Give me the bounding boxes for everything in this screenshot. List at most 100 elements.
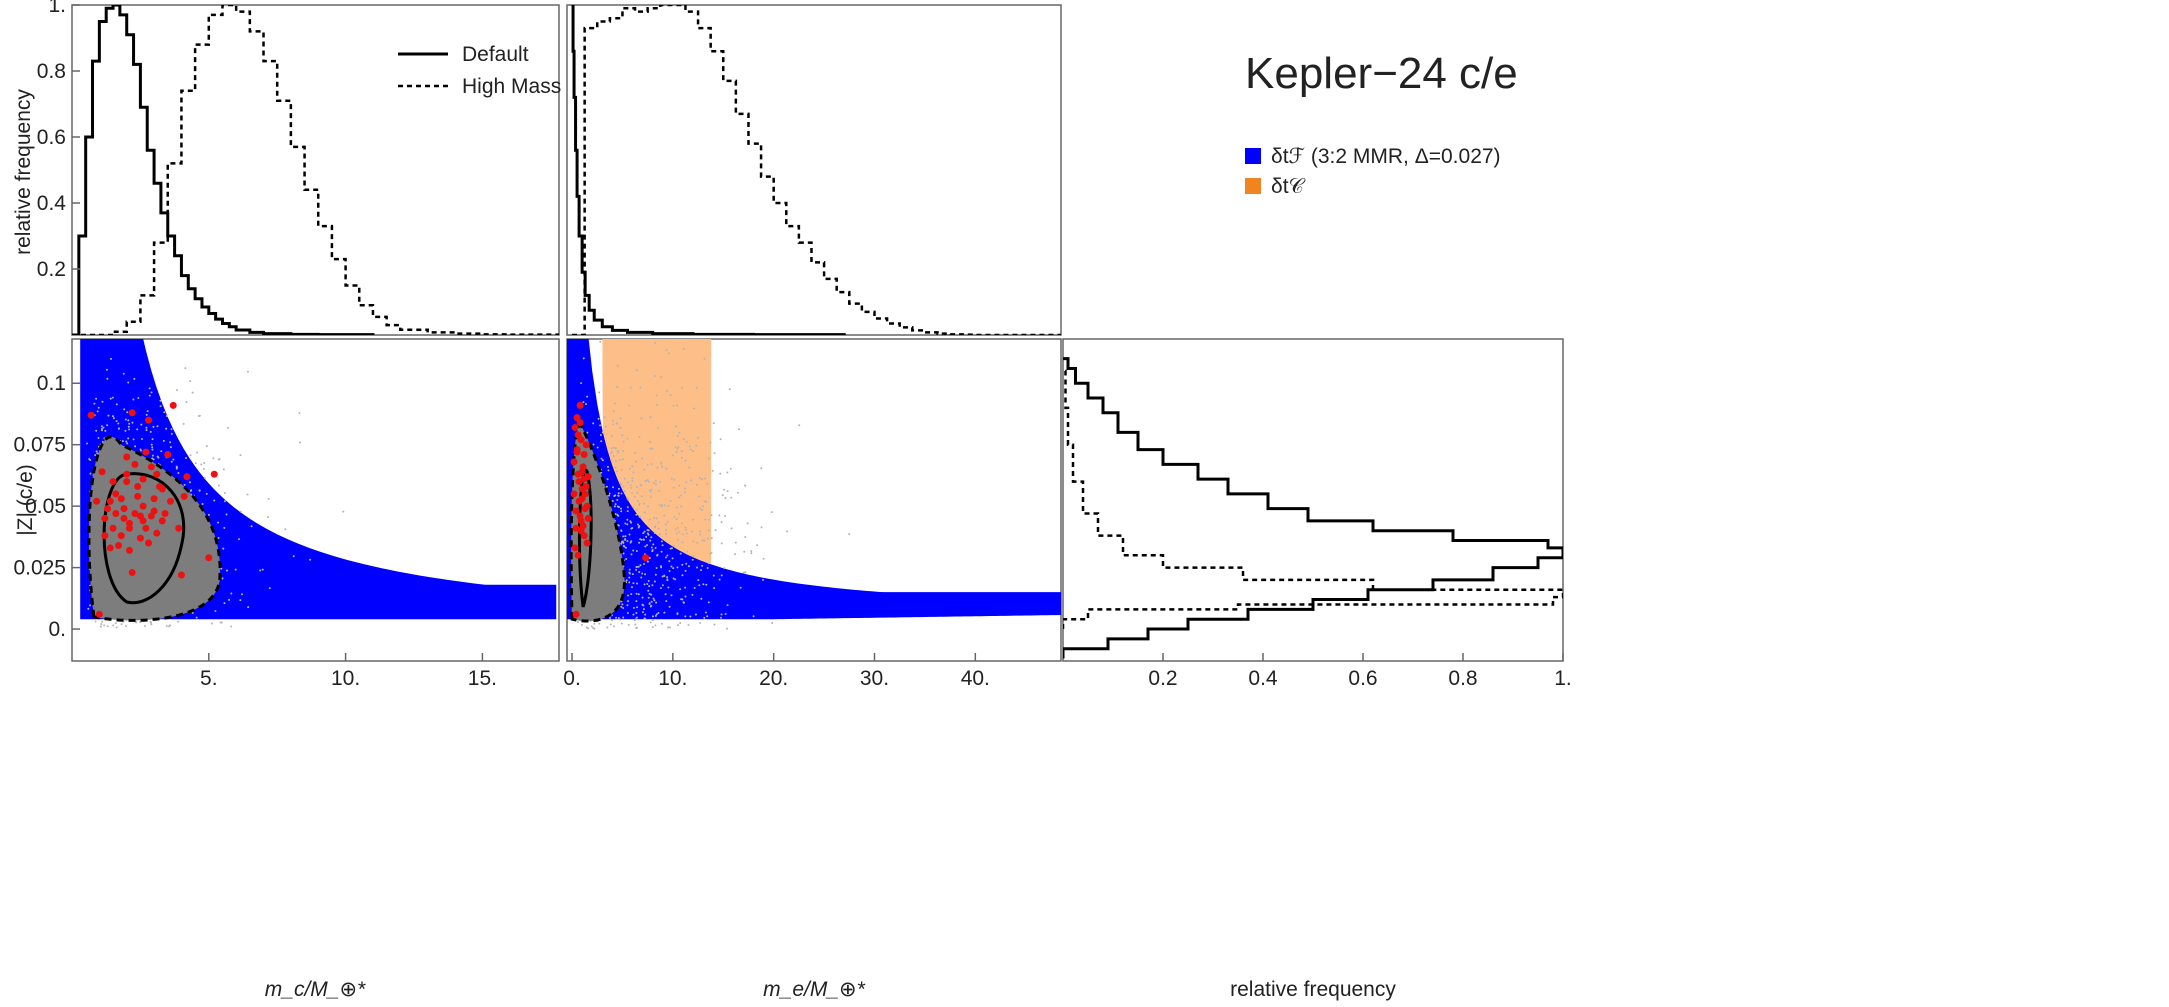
cloud-point	[720, 521, 723, 524]
cloud-point	[210, 622, 213, 625]
cloud-point	[225, 513, 228, 516]
cloud-point	[200, 463, 203, 466]
sample-point	[125, 519, 133, 527]
cloud-point	[197, 415, 200, 418]
cloud-point	[267, 516, 270, 519]
cloud-point	[630, 492, 633, 495]
sample-point	[98, 468, 106, 476]
cloud-point	[677, 446, 680, 449]
cloud-point	[676, 566, 679, 569]
cloud-point	[653, 599, 656, 602]
cloud-point	[298, 411, 301, 414]
cloud-point	[622, 440, 625, 443]
cloud-point	[127, 419, 130, 422]
sample-point	[153, 529, 161, 537]
sample-point	[582, 441, 590, 449]
cloud-point	[609, 623, 612, 626]
x-tick-label: 1.	[1554, 667, 1572, 690]
cloud-point	[135, 621, 138, 624]
cloud-point	[610, 619, 613, 622]
sample-point	[147, 463, 155, 471]
cloud-point	[189, 454, 192, 457]
cloud-point	[760, 467, 763, 470]
sample-point	[145, 416, 153, 424]
sample-point	[180, 492, 188, 500]
cloud-point	[692, 554, 695, 557]
cloud-point	[713, 452, 716, 455]
cloud-point	[143, 624, 146, 627]
sample-point	[578, 468, 586, 476]
cloud-point	[657, 611, 660, 614]
cloud-point	[636, 582, 639, 585]
cloud-point	[651, 550, 654, 553]
cloud-point	[220, 621, 223, 624]
cloud-point	[658, 504, 661, 507]
sample-point	[117, 532, 125, 540]
cloud-point	[676, 624, 679, 627]
cloud-point	[175, 466, 178, 469]
cloud-point	[651, 488, 654, 491]
cloud-point	[659, 587, 662, 590]
cloud-point	[678, 484, 681, 487]
cloud-point	[117, 427, 120, 430]
cloud-point	[605, 485, 608, 488]
cloud-point	[616, 385, 619, 388]
cloud-point	[628, 533, 631, 536]
cloud-point	[610, 435, 613, 438]
cloud-point	[191, 391, 194, 394]
cloud-point	[95, 450, 98, 453]
cloud-point	[111, 415, 114, 418]
sample-point	[115, 541, 123, 549]
cloud-point	[687, 624, 690, 627]
cloud-point	[744, 535, 747, 538]
sample-point	[125, 524, 133, 532]
cloud-point	[693, 407, 696, 410]
cloud-point	[678, 530, 681, 533]
cloud-point	[628, 581, 631, 584]
cloud-point	[183, 483, 186, 486]
cloud-point	[261, 568, 264, 571]
cloud-point	[706, 482, 709, 485]
cloud-point	[202, 467, 205, 470]
cloud-point	[185, 457, 188, 460]
cloud-point	[631, 527, 634, 530]
cloud-point	[169, 624, 172, 627]
cloud-point	[684, 615, 687, 618]
cloud-point	[648, 557, 651, 560]
cloud-point	[658, 533, 661, 536]
cloud-point	[132, 398, 135, 401]
cloud-point	[738, 428, 741, 431]
cloud-point	[660, 550, 663, 553]
x-tick-label: 15.	[468, 667, 497, 690]
cloud-point	[620, 605, 623, 608]
cloud-point	[756, 544, 759, 547]
cloud-point	[156, 425, 159, 428]
cloud-point	[667, 626, 670, 629]
panel-top-middle-frame	[566, 4, 1062, 336]
sample-point	[142, 448, 150, 456]
cloud-point	[666, 578, 669, 581]
sample-point	[101, 514, 109, 522]
cloud-point	[647, 480, 650, 483]
sample-point	[101, 532, 109, 540]
cloud-point	[226, 426, 229, 429]
cloud-point	[714, 529, 717, 532]
cloud-point	[620, 541, 623, 544]
cloud-point	[630, 521, 633, 524]
cloud-point	[707, 562, 710, 565]
cloud-point	[152, 458, 155, 461]
legend-label-high-mass: High Mass	[462, 75, 561, 98]
cloud-point	[730, 527, 733, 530]
cloud-point	[665, 600, 668, 603]
sample-point	[580, 475, 588, 483]
cloud-point	[631, 479, 634, 482]
cloud-point	[162, 439, 165, 442]
cloud-point	[184, 367, 187, 370]
cloud-point	[598, 391, 601, 394]
cloud-point	[656, 554, 659, 557]
cloud-point	[640, 484, 643, 487]
cloud-point	[150, 443, 153, 446]
cloud-point	[630, 593, 633, 596]
cloud-point	[601, 296, 603, 298]
cloud-point	[665, 467, 668, 470]
